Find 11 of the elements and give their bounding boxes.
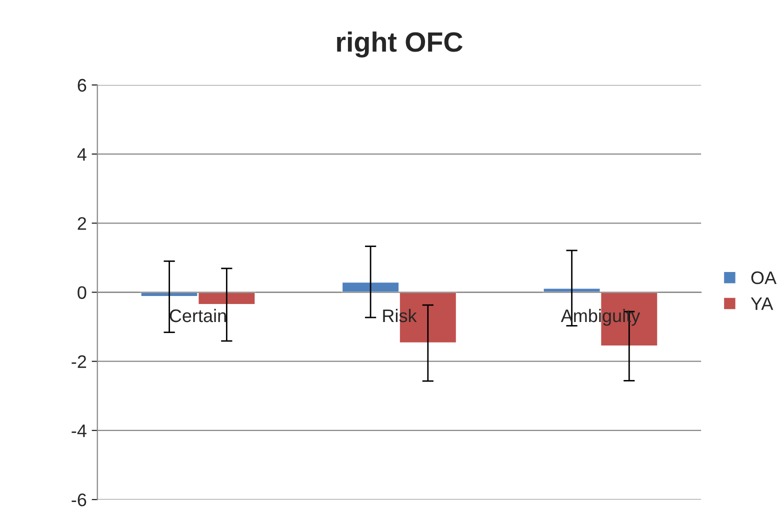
y-tick-label: 0 [78,286,86,299]
y-tick-label: -4 [72,424,86,437]
y-tick-label: 4 [77,148,86,161]
legend-label: OA [751,271,777,284]
legend-label: YA [750,297,774,310]
chart-title: right OFC [337,32,463,58]
y-tick-label: 6 [78,78,86,92]
y-tick-label: -6 [72,493,86,506]
y-tick-label: 2 [78,217,86,230]
x-tick-label: Ambiguity [560,308,640,326]
y-tick-label: -2 [72,355,86,368]
